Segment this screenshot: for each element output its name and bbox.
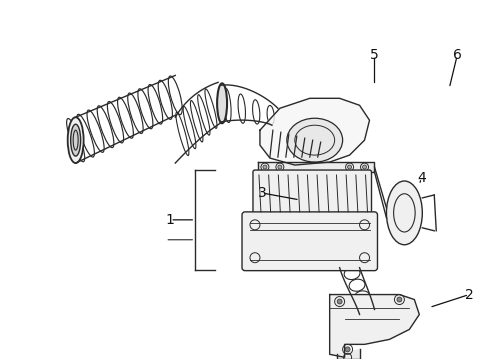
Ellipse shape — [71, 124, 81, 156]
Polygon shape — [258, 162, 374, 172]
Ellipse shape — [287, 118, 343, 162]
Polygon shape — [260, 98, 369, 165]
Ellipse shape — [217, 84, 227, 123]
Ellipse shape — [347, 165, 352, 169]
FancyBboxPatch shape — [242, 212, 377, 271]
Polygon shape — [330, 294, 419, 357]
Text: 6: 6 — [453, 49, 462, 63]
Ellipse shape — [263, 165, 267, 169]
Ellipse shape — [387, 181, 422, 245]
Ellipse shape — [337, 299, 342, 304]
Polygon shape — [337, 349, 360, 359]
Text: 5: 5 — [370, 49, 379, 63]
Ellipse shape — [68, 117, 84, 163]
Text: 2: 2 — [465, 288, 473, 302]
Ellipse shape — [278, 165, 282, 169]
Ellipse shape — [345, 347, 350, 352]
Ellipse shape — [397, 297, 402, 302]
Text: 1: 1 — [166, 213, 175, 227]
Text: 3: 3 — [258, 186, 266, 200]
FancyBboxPatch shape — [253, 170, 371, 217]
Ellipse shape — [363, 165, 367, 169]
Text: 4: 4 — [417, 171, 426, 185]
